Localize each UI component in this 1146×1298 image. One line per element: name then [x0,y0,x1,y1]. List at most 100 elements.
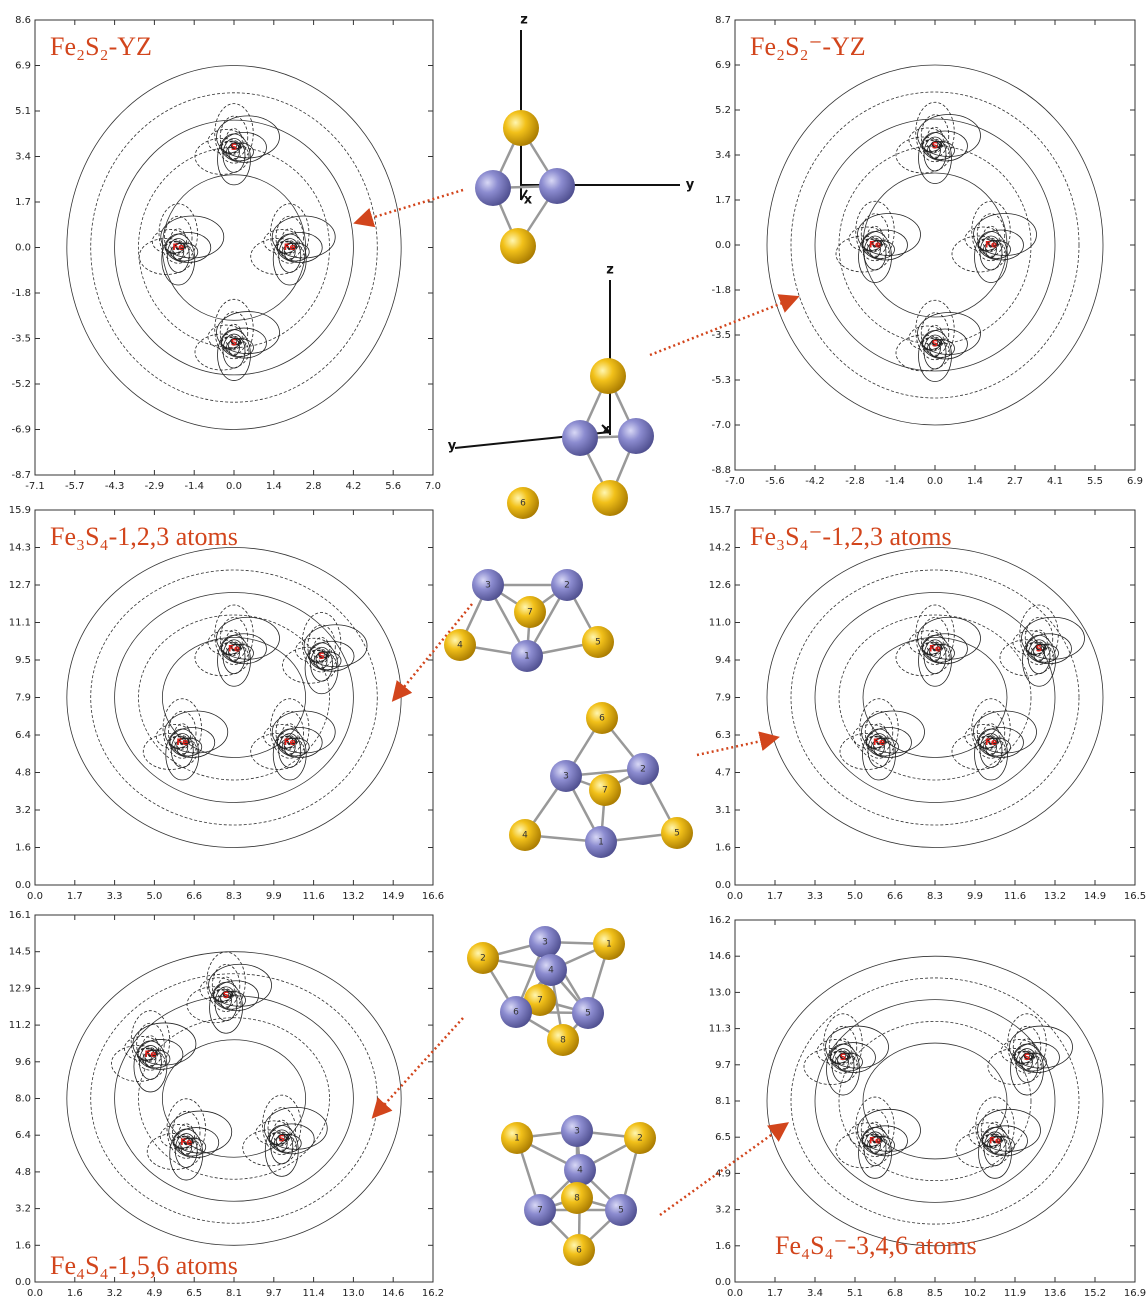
atom-label: Fe [989,1136,1001,1146]
x-tick-label: 5.1 [847,1288,863,1298]
x-tick-label: -7.1 [25,481,45,492]
x-tick-label: 3.3 [107,891,123,902]
y-tick-label: 11.3 [709,1024,731,1035]
atom-number: 7 [537,1206,543,1216]
x-tick-label: 5.5 [1087,476,1103,487]
y-tick-label: 1.7 [715,195,731,206]
atom-number: 1 [606,940,612,950]
atom-label: Fe [180,1138,192,1148]
x-tick-label: 3.4 [807,1288,823,1298]
x-tick-label: 6.9 [1127,476,1143,487]
atom-label: S [318,652,324,662]
atom-number: 1 [514,1134,520,1144]
x-tick-label: 10.2 [964,1288,986,1298]
y-tick-label: -5.3 [711,375,731,386]
x-tick-label: 5.6 [385,481,401,492]
atom-label: Fe [873,738,885,748]
y-tick-label: 6.5 [715,1132,731,1143]
x-tick-label: -1.4 [885,476,905,487]
x-tick-label: 3.2 [107,1288,123,1298]
x-tick-label: 9.7 [266,1288,282,1298]
y-tick-label: 9.7 [715,1060,731,1071]
x-tick-label: 1.7 [767,891,783,902]
atom-label: S [231,339,237,349]
atom-number: 1 [524,652,530,662]
atom-number: 6 [520,499,526,509]
axis-label: y [448,439,457,454]
x-tick-label: -2.9 [145,481,165,492]
y-tick-label: 0.0 [15,880,31,891]
atom-number: 3 [542,938,548,948]
atom-sphere [500,228,536,264]
atom-number: 6 [513,1008,519,1018]
atom-number: 8 [574,1194,580,1204]
y-tick-label: 1.6 [715,843,731,854]
y-tick-label: 0.0 [15,1277,31,1288]
axis-label: z [520,13,528,28]
x-tick-label: 2.8 [306,481,322,492]
atom-number: 4 [457,641,463,651]
y-tick-label: 15.7 [709,505,731,516]
atom-label: Fe [929,644,941,654]
y-tick-label: 5.1 [15,106,31,117]
plot-frame [735,510,1135,885]
x-tick-label: 11.4 [302,1288,324,1298]
x-tick-label: 15.2 [1084,1288,1106,1298]
x-tick-label: 0.0 [727,891,743,902]
atom-label: Fe [284,738,296,748]
y-tick-label: 8.7 [715,15,731,26]
atom-label: S [223,991,229,1001]
x-tick-label: 0.0 [927,476,943,487]
x-tick-label: 16.5 [1124,891,1146,902]
atom-number: 8 [560,1036,566,1046]
x-tick-label: -2.8 [845,476,865,487]
y-tick-label: 3.2 [715,1205,731,1216]
x-tick-label: 3.3 [807,891,823,902]
atom-label: S [1024,1053,1030,1063]
y-tick-label: 15.9 [9,505,31,516]
x-tick-label: 16.9 [1124,1288,1146,1298]
contour-panel: FeSFeFe15.914.312.711.19.57.96.44.83.21.… [9,505,444,902]
contour-panel: SSFeFe16.214.613.011.39.78.16.54.93.21.6… [709,915,1146,1298]
atom-label: S [932,142,938,152]
y-tick-label: 16.2 [709,915,731,926]
atom-sphere [539,168,575,204]
x-tick-label: 5.0 [146,891,162,902]
y-tick-label: 7.9 [715,693,731,704]
x-tick-label: 11.6 [1004,891,1026,902]
x-tick-label: 4.2 [345,481,361,492]
plot-frame [735,920,1135,1282]
y-tick-label: 8.0 [15,1094,31,1105]
panel-title: Fe₂S₂-YZ [50,32,152,61]
x-tick-label: 14.9 [1084,891,1106,902]
y-tick-label: 9.4 [715,655,731,666]
y-tick-label: 14.2 [709,543,731,554]
panel-title: Fe₄S₄⁻-3,4,6 atoms [775,1231,977,1260]
y-tick-label: 14.6 [709,951,731,962]
atom-number: 4 [577,1166,583,1176]
atom-label: Fe [172,243,184,253]
y-tick-label: 12.6 [709,580,731,591]
atom-number: 2 [640,765,646,775]
y-tick-label: -8.8 [711,465,731,476]
atom-sphere [618,418,654,454]
y-tick-label: 3.4 [715,150,731,161]
atom-label: Fe [869,1136,881,1146]
y-tick-label: 0.0 [15,243,31,254]
atom-label: S [231,143,237,153]
x-tick-label: 8.5 [927,1288,943,1298]
x-tick-label: 0.0 [27,891,43,902]
x-tick-label: 0.0 [226,481,242,492]
y-tick-label: 9.6 [15,1057,31,1068]
y-tick-label: 5.2 [715,105,731,116]
atom-number: 5 [585,1009,591,1019]
y-tick-label: 6.4 [15,730,31,741]
y-tick-label: -3.5 [711,330,731,341]
atom-number: 3 [485,581,491,591]
y-tick-label: 0.0 [715,240,731,251]
atom-sphere [592,480,628,516]
atom-sphere [562,420,598,456]
y-tick-label: 11.2 [9,1020,31,1031]
y-tick-label: 1.6 [15,843,31,854]
